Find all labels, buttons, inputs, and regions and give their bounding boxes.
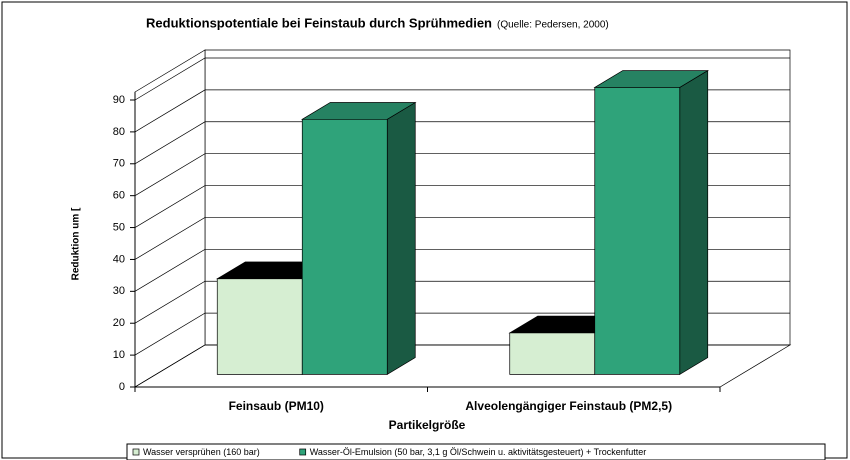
side-wall [134, 49, 206, 388]
y-tick-label: 50 [113, 221, 125, 233]
y-tick-label: 90 [113, 94, 125, 106]
bar [509, 332, 596, 375]
legend-swatch [132, 448, 140, 456]
bar-side [386, 101, 416, 376]
legend-swatch [299, 448, 307, 456]
y-tick-label: 70 [113, 158, 125, 170]
y-tick-label: 30 [113, 285, 125, 297]
bar [301, 118, 388, 375]
legend-label: Wasser-Öl-Emulsion (50 bar, 3,1 g Öl/Sch… [310, 447, 647, 457]
x-tick-label: Alveolengängiger Feinstaub (PM2,5) [465, 399, 672, 413]
y-tick-label: 80 [113, 126, 125, 138]
y-tick-label: 0 [119, 381, 125, 393]
y-axis-label: Reduktion um [ [71, 207, 82, 280]
x-axis-label: Partikelgröße [389, 418, 466, 432]
chart-subtitle: (Quelle: Pedersen, 2000) [497, 20, 609, 31]
bar-side [679, 69, 709, 376]
y-tick-label: 10 [113, 349, 125, 361]
chart-title: Reduktionspotentiale bei Feinstaub durch… [146, 15, 492, 30]
y-tick-label: 20 [113, 317, 125, 329]
legend-label: Wasser versprühen (160 bar) [143, 447, 260, 457]
bar [594, 87, 681, 375]
y-tick-label: 60 [113, 190, 125, 202]
grid-line [134, 57, 790, 101]
bar [216, 278, 303, 375]
legend [126, 443, 826, 460]
x-tick-label: Feinsaub (PM10) [229, 399, 324, 413]
y-tick-label: 40 [113, 253, 125, 265]
